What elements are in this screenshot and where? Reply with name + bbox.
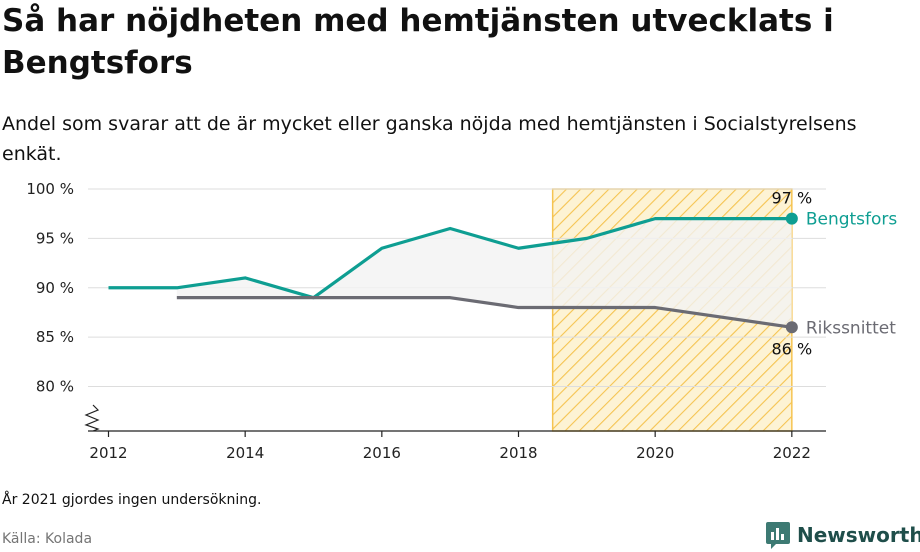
chart-subtitle: Andel som svarar att de är mycket eller … xyxy=(2,113,857,165)
y-tick-label: 80 % xyxy=(36,378,74,396)
x-tick-label: 2018 xyxy=(499,444,537,462)
x-tick-label: 2012 xyxy=(89,444,127,462)
series-line-bengtsfors xyxy=(108,217,792,300)
y-tick-label: 85 % xyxy=(36,328,74,346)
brand-logo: Newsworthy xyxy=(765,518,920,552)
end-point-bengtsfors xyxy=(785,212,798,225)
y-tick-label: 95 % xyxy=(36,229,74,247)
x-tick-label: 2022 xyxy=(773,444,811,462)
difference-area xyxy=(176,218,792,328)
y-tick-label: 100 % xyxy=(26,180,74,198)
x-tick-label: 2020 xyxy=(636,444,674,462)
source-label: Källa: Kolada xyxy=(2,531,93,547)
x-tick-label: 2014 xyxy=(226,444,264,462)
newsworthy-logo-icon xyxy=(766,522,790,549)
end-value-label-riks: 86 % xyxy=(772,339,813,358)
chart-title: Så har nöjdheten med hemtjänsten utveckl… xyxy=(2,3,834,81)
end-value-label-bengtsfors: 97 % xyxy=(772,189,813,208)
axis-break-marker xyxy=(84,404,100,432)
series-label-riks: Rikssnittet xyxy=(806,318,896,338)
y-tick-label: 90 % xyxy=(36,279,74,297)
chart-note: År 2021 gjordes ingen undersökning. xyxy=(2,492,262,508)
line-chart: 80 % 85 % 90 % 95 % 100 % 2012 2014 2016 2018 20… xyxy=(26,180,898,462)
series-label-bengtsfors: Bengtsfors xyxy=(806,210,898,230)
brand-name: Newsworthy xyxy=(797,523,920,547)
series-line-riks xyxy=(176,296,793,329)
x-tick-label: 2016 xyxy=(363,444,401,462)
end-point-riks xyxy=(785,321,798,334)
